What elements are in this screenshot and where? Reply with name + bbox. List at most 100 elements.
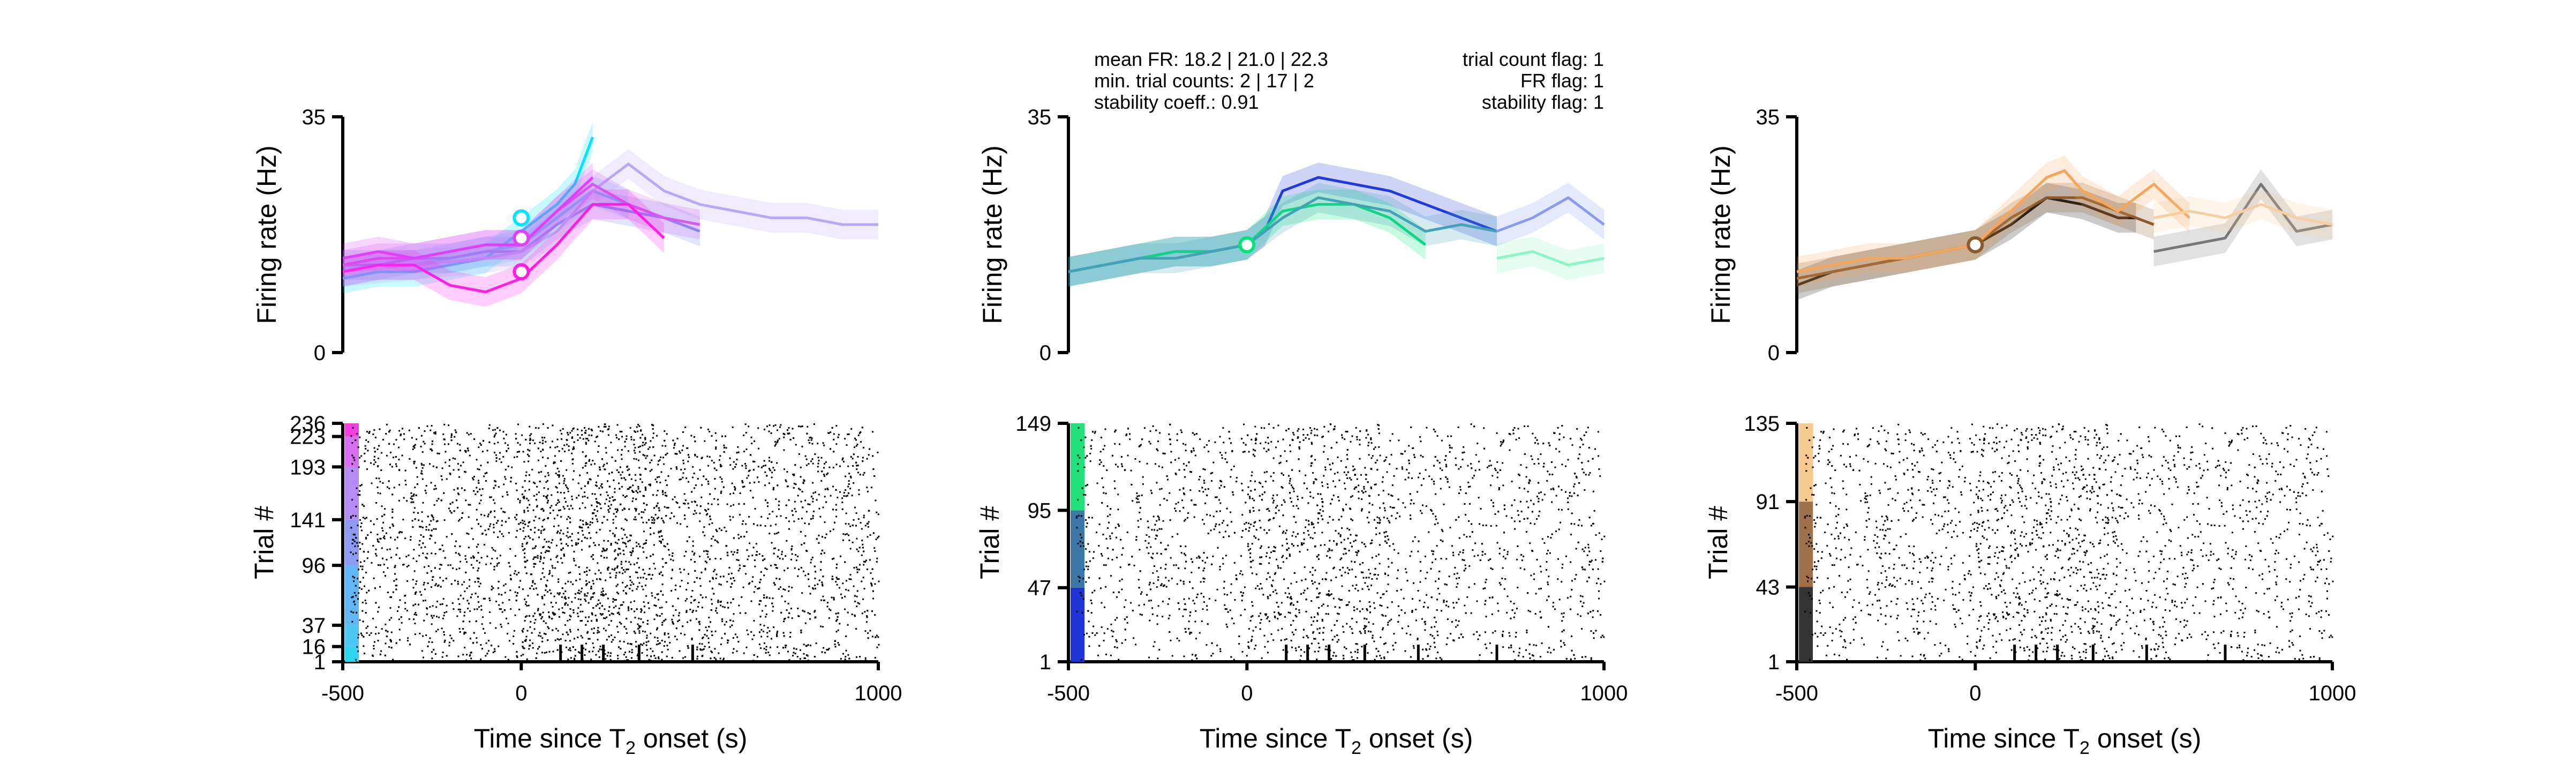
spike-dot (760, 600, 762, 602)
spike-dot (753, 620, 755, 622)
spike-dot (852, 465, 854, 467)
spike-dot (389, 451, 391, 453)
spike-dot (720, 465, 722, 467)
spike-dot (637, 486, 639, 488)
spike-dot (733, 648, 735, 650)
spike-dot (481, 532, 484, 534)
spike-dot (362, 621, 364, 623)
spike-dot (567, 505, 569, 507)
spike-dot (676, 468, 678, 470)
spike-dot (812, 498, 814, 500)
spike-dot (621, 436, 623, 438)
spike-dot (597, 603, 599, 605)
spike-dot (730, 551, 733, 553)
spike-dot (1156, 552, 1158, 555)
spike-dot (871, 636, 873, 638)
spike-dot (572, 428, 574, 430)
spike-dot (537, 608, 539, 610)
spike-dot (507, 622, 509, 624)
spike-dot (411, 498, 413, 500)
spike-dot (646, 455, 648, 457)
spike-dot (539, 442, 541, 444)
spike-dot (563, 444, 566, 446)
spike-dot (541, 637, 544, 639)
spike-dot (773, 469, 775, 471)
spike-dot (615, 585, 617, 587)
spike-dot (682, 625, 684, 627)
spike-dot (524, 524, 526, 526)
spike-dot (524, 616, 526, 618)
spike-dot (822, 536, 824, 538)
spike-dot (660, 530, 662, 532)
spike-dot (598, 569, 600, 571)
spike-dot (858, 547, 861, 549)
spike-dot (527, 510, 529, 512)
spike-dot (628, 609, 630, 611)
spike-dot (363, 505, 365, 507)
spike-dot (568, 445, 570, 447)
spike-dot (471, 527, 473, 529)
spike-dot (549, 572, 551, 574)
spike-dot (808, 463, 810, 465)
spike-dot (545, 550, 547, 552)
spike-dot (359, 565, 361, 567)
spike-dot (497, 520, 499, 522)
spike-dot (851, 613, 853, 615)
spike-dot (633, 518, 635, 520)
spike-dot (374, 553, 376, 555)
spike-dot (404, 469, 406, 472)
spike-dot (732, 516, 734, 518)
spike-dot (684, 600, 687, 602)
spike-dot (486, 450, 488, 452)
spike-dot (356, 487, 358, 489)
spike-dot (493, 452, 495, 454)
spike-dot (874, 583, 876, 585)
spike-dot (538, 646, 540, 648)
spike-dot (811, 458, 814, 460)
spike-dot (711, 634, 713, 637)
spike-dot (373, 577, 375, 579)
spike-dot (522, 543, 524, 545)
spike-dot (842, 533, 845, 535)
spike-dot (522, 451, 524, 453)
spike-dot (836, 563, 838, 565)
spike-dot (800, 649, 802, 651)
spike-dot (647, 574, 650, 576)
spike-dot (686, 477, 688, 479)
spike-dot (657, 517, 659, 519)
series-line (1796, 169, 2191, 273)
spike-dot (654, 514, 657, 516)
spike-dot (545, 584, 547, 586)
spike-dot (642, 547, 644, 549)
spike-dot (736, 459, 738, 461)
spike-dot (822, 506, 824, 509)
spike-dot (569, 432, 571, 434)
spike-dot (664, 641, 666, 643)
spike-dot (605, 425, 607, 428)
spike-dot (436, 616, 438, 618)
spike-dot (777, 532, 779, 534)
spike-dot (645, 521, 647, 524)
spike-dot (564, 604, 566, 606)
spike-dot (866, 487, 868, 489)
spike-dot (757, 656, 759, 658)
spike-dot (449, 473, 451, 475)
spike-dot (793, 474, 795, 476)
spike-dot (858, 432, 861, 434)
spike-dot (359, 548, 361, 550)
spike-dot (515, 433, 517, 435)
spike-dot (411, 437, 413, 439)
spike-dot (398, 606, 400, 608)
spike-dot (655, 605, 657, 607)
spike-dot (446, 478, 448, 480)
spike-dot (373, 524, 375, 526)
spike-dot (1101, 555, 1103, 557)
spike-dot (498, 486, 500, 488)
spike-dot (545, 440, 547, 443)
spike-dot (533, 481, 535, 483)
spike-dot (544, 528, 546, 530)
spike-dot (387, 592, 389, 594)
spike-dot (630, 608, 632, 610)
spike-dot (729, 464, 732, 466)
spike-dot (694, 501, 696, 503)
